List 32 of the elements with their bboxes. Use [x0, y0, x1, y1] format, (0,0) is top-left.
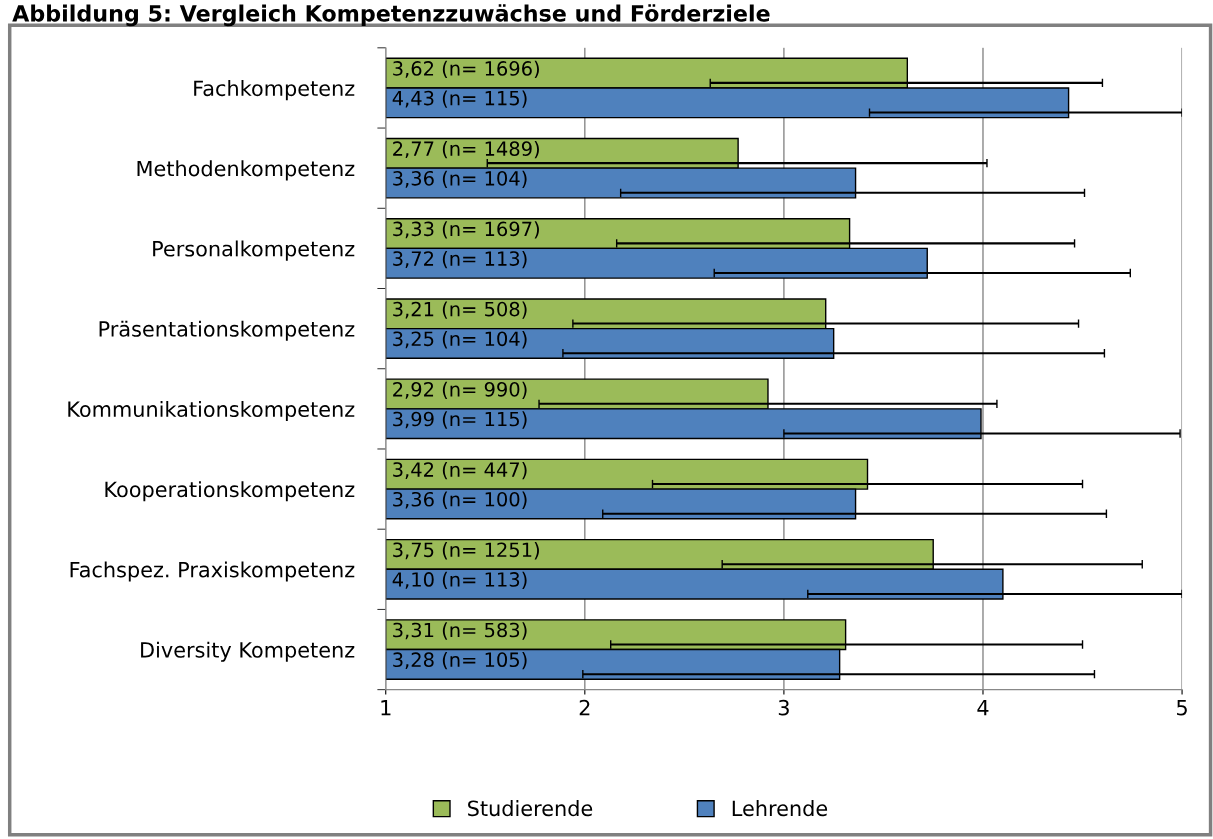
- data-label: 3,99 (n= 115): [393, 411, 527, 429]
- data-label: 3,36 (n= 100): [393, 491, 527, 509]
- data-label: 2,92 (n= 990): [393, 381, 527, 399]
- data-label: 3,75 (n= 1251): [393, 542, 539, 560]
- data-label: 3,62 (n= 1696): [393, 60, 539, 79]
- legend-label: Lehrende: [732, 800, 828, 817]
- data-label: 4,43 (n= 115): [392, 90, 527, 108]
- y-tick-label: Methodenkompetenz: [137, 160, 355, 181]
- chart-title: Abbildung 5: Vergleich Kompetenzzuwächse und Förderziele: [12, 4, 770, 27]
- data-label: 3,28 (n= 105): [393, 652, 527, 670]
- y-tick-label: Diversity Kompetenz: [141, 641, 355, 662]
- data-label: 3,33 (n= 1697): [393, 221, 539, 239]
- y-tick-label: Kooperationskompetenz: [105, 481, 355, 502]
- x-tick-label: 2: [579, 699, 590, 716]
- data-label: 3,36 (n= 104): [393, 170, 527, 188]
- data-label: 3,31 (n= 583): [393, 622, 527, 640]
- legend-label: Studierende: [468, 800, 593, 817]
- y-tick-label: Fachspez. Praxiskompetenz: [70, 561, 355, 582]
- y-tick-label: Präsentationskompetenz: [99, 320, 355, 341]
- y-tick-label: Personalkompetenz: [153, 240, 355, 261]
- data-label: 3,25 (n= 104): [393, 331, 527, 349]
- x-tick-label: 5: [1177, 700, 1187, 716]
- x-tick-label: 4: [977, 700, 989, 716]
- data-label: 3,42 (n= 447): [393, 461, 527, 480]
- x-tick-label: 3: [778, 699, 789, 716]
- data-label: 3,21 (n= 508): [393, 301, 527, 319]
- y-tick-label: Kommunikationskompetenz: [68, 400, 355, 422]
- x-tick-label: 1: [381, 700, 391, 716]
- data-label: 2,77 (n= 1489): [393, 140, 539, 159]
- data-label: 3,72 (n= 113): [393, 250, 527, 269]
- y-tick-label: Fachkompetenz: [194, 80, 355, 101]
- data-label: 4,10 (n= 113): [392, 571, 527, 590]
